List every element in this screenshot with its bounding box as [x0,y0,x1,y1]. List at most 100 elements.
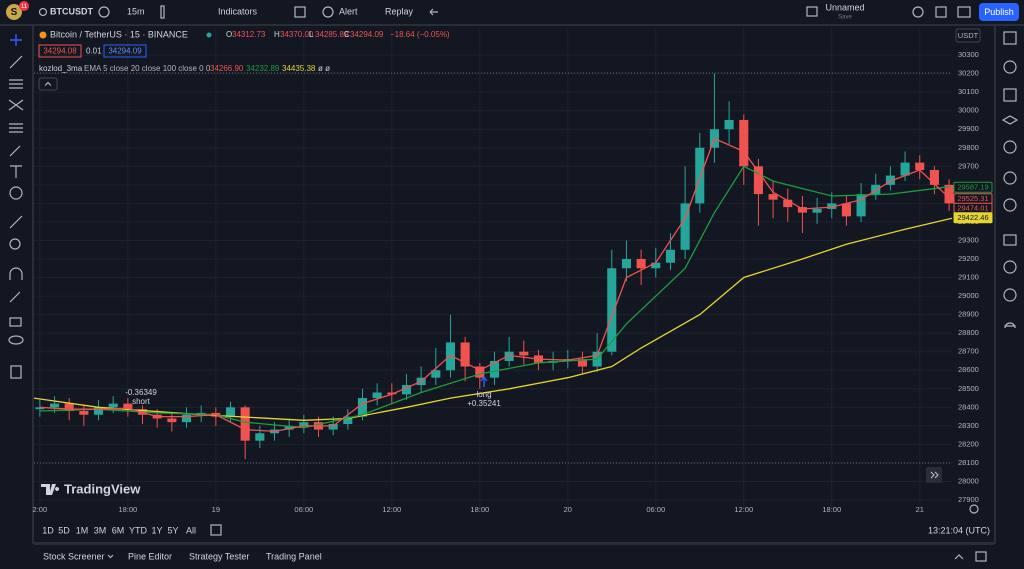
search-icon[interactable] [38,7,48,17]
magnet-tool[interactable] [9,267,23,280]
crosshair-tool[interactable] [10,34,22,46]
avatar[interactable] [6,4,22,20]
y-tick-label: 29800 [958,143,979,152]
badge [19,1,29,11]
candle-body [49,403,60,408]
chart-type-icon[interactable] [160,5,165,19]
range-button[interactable]: 5Y [167,525,178,535]
range-button[interactable]: 1Y [151,525,162,535]
prediction-tool[interactable] [9,123,23,133]
x-tick-label: 18:00 [118,505,137,514]
templates-icon[interactable] [294,6,306,18]
measure-tool[interactable] [9,215,23,229]
currency[interactable]: USDT [958,31,979,40]
delete-tool[interactable] [10,365,22,379]
candle-body [739,119,749,167]
layers-icon[interactable] [1001,115,1019,125]
price-tag: 29525.31 [957,194,988,203]
layout-name[interactable]: Unnamed [825,2,864,12]
panel-tab[interactable]: Strategy Tester [189,551,249,561]
panel-tab[interactable]: Trading Panel [266,551,322,561]
candle-body [651,262,661,269]
plot-area [33,28,954,508]
emoji-tool[interactable] [9,186,23,200]
streams-icon[interactable] [1003,260,1017,274]
snapshot-icon[interactable] [957,6,971,18]
ask-box[interactable] [103,44,147,58]
replay-button[interactable]: Replay [385,6,414,16]
bottom-divider [34,542,994,545]
settings-icon[interactable] [912,6,924,18]
right-toolbar [1001,31,1019,329]
range-button[interactable]: 1D [42,525,54,535]
range-button[interactable]: YTD [129,525,148,535]
maximize-panel[interactable] [954,554,964,560]
currency-box[interactable] [955,28,981,43]
candle-body [401,385,412,395]
hide-tool[interactable] [8,335,24,345]
indicator-extra: ø ø [318,64,330,73]
bid-box[interactable] [38,44,82,58]
chat-icon[interactable] [1003,234,1017,246]
data-window-icon[interactable] [1003,88,1017,102]
pattern-tool[interactable] [8,99,24,111]
x-tick-label: 06:00 [646,505,665,514]
text-tool[interactable] [10,165,22,178]
calendar-icon[interactable] [1003,140,1017,154]
ask[interactable]: 34294.09 [108,47,142,56]
symbol[interactable]: BTCUSDT [50,6,93,16]
candle-body [445,342,456,371]
candle-body [387,392,397,395]
ideas-icon[interactable] [1003,171,1017,185]
lock-tool[interactable] [9,317,22,327]
compare-icon[interactable] [98,6,110,18]
interval[interactable]: 15m [127,6,145,16]
fib-tool[interactable] [9,79,23,89]
fullscreen-icon[interactable] [935,6,947,18]
zoom-tool[interactable] [9,238,21,250]
bid[interactable]: 34294.08 [43,47,77,56]
panel-tab[interactable]: Pine Editor [128,551,172,561]
collapse-arrow [44,81,52,86]
candle-body [504,351,514,361]
candle-body [64,403,74,412]
trend-line-tool[interactable] [9,55,23,69]
layout-icon[interactable] [806,6,818,17]
x-tick-label: 18:00 [470,505,489,514]
undo-icon[interactable] [429,8,438,16]
range-button[interactable]: 5D [58,525,70,535]
ema5-value: 34266.90 [210,64,244,73]
date-range-icon[interactable] [210,524,222,536]
watchlist-icon[interactable] [1003,31,1017,45]
candle-body [299,422,309,426]
range-button[interactable]: 1M [76,525,89,535]
y-tick-label: 30100 [958,87,979,96]
panel-tab[interactable]: Stock Screener [43,551,105,561]
dropdown-arrow[interactable] [107,554,114,559]
h-label: H [274,30,280,39]
candle-body [357,398,368,417]
brush-tool[interactable] [9,145,21,157]
alert-button[interactable]: Alert [339,6,358,16]
bell-icon[interactable] [1004,322,1016,329]
panel-layout[interactable] [975,551,987,562]
collapse-legend[interactable] [38,77,58,91]
hint-icon[interactable] [1003,198,1017,212]
candle-body [812,208,822,213]
alert-icon[interactable] [322,6,334,18]
range-button[interactable]: 6M [112,525,125,535]
range-button[interactable]: 3M [94,525,107,535]
alerts-icon[interactable] [1003,60,1017,74]
candle-body [724,119,734,130]
stay-drawing-tool[interactable] [9,291,21,303]
notifications-icon[interactable] [1003,288,1017,302]
publish-button[interactable]: Publish [984,7,1014,17]
candle-body [944,184,954,204]
range-button[interactable]: All [186,525,196,535]
indicators-button[interactable]: Indicators [218,6,258,16]
range-bar: 1D 5D 1M 3M 6M YTD 1Y 5Y All [42,525,196,535]
axis-settings[interactable] [969,504,979,514]
y-tick-label: 29300 [958,235,979,244]
publish-bg[interactable] [979,3,1019,21]
